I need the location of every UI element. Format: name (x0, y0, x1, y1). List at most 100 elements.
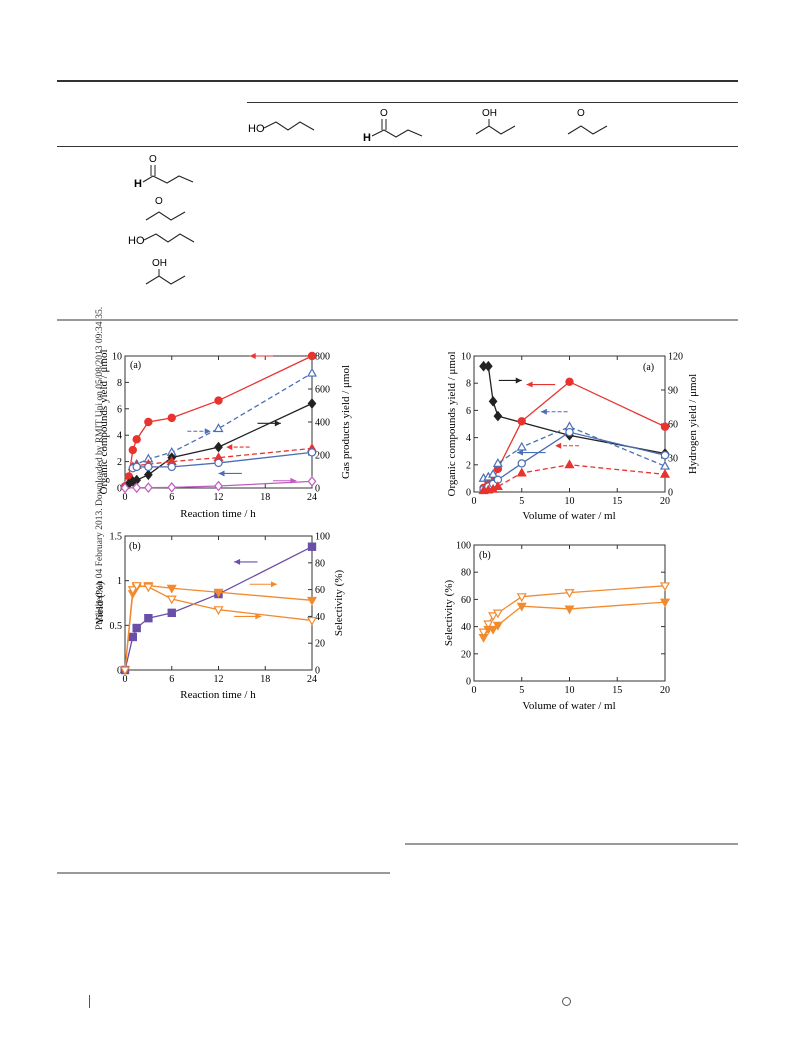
y-tick-label: 4 (466, 433, 471, 444)
y-tick-label: 10 (112, 352, 122, 363)
y-axis-label-right: Hydrogen yield / μmol (687, 374, 699, 474)
y-tick-label: 6 (466, 406, 471, 417)
footer-divider (89, 995, 90, 1008)
data-point-2 (127, 586, 138, 596)
data-point-0 (659, 582, 671, 592)
axis-arrow-head-0 (234, 558, 241, 565)
y-tick-label: 20 (461, 649, 471, 660)
footer-circle-icon (562, 997, 571, 1006)
data-point-2 (213, 606, 224, 616)
x-tick-label: 18 (260, 674, 270, 685)
y-axis-label-left: Organic compounds yield / μmol (98, 349, 110, 494)
series-line-1 (482, 601, 666, 638)
x-tick-label: 20 (660, 685, 670, 696)
data-point-0 (132, 623, 141, 633)
y-tick-label: 8 (117, 378, 122, 389)
data-point-0 (307, 351, 317, 361)
y-tick-label: 40 (461, 622, 471, 633)
left-column-end-rule (57, 872, 390, 874)
data-point-5 (132, 482, 142, 494)
y2-tick-label: 0 (668, 488, 673, 499)
y-tick-label: 4 (117, 431, 122, 442)
y2-tick-label: 20 (315, 639, 325, 650)
svg-text:OH: OH (482, 108, 497, 119)
axis-arrow-head-3 (516, 449, 523, 456)
y-axis-label-left: Yield (%) (94, 581, 106, 624)
data-point-4 (564, 459, 575, 469)
table-header-subrule (247, 102, 738, 103)
y2-tick-label: 600 (315, 385, 330, 396)
data-point-0 (128, 632, 137, 642)
y-axis-label-left: Selectivity (%) (443, 580, 455, 647)
data-point-1 (517, 417, 526, 426)
data-point-0 (307, 542, 317, 551)
data-point-0 (167, 608, 176, 618)
panel-label: (a) (643, 362, 654, 373)
data-point-2 (131, 582, 142, 591)
x-tick-label: 6 (169, 492, 174, 503)
x-axis-label: Reaction time / h (180, 689, 256, 701)
y-tick-label: 6 (117, 404, 122, 415)
svg-text:O: O (380, 108, 388, 119)
y-tick-label: 2 (117, 457, 122, 468)
y2-tick-label: 30 (668, 454, 678, 465)
header-structure-1-butanol: HO (248, 121, 315, 135)
data-point-0 (483, 360, 493, 372)
y2-tick-label: 100 (315, 532, 330, 543)
data-point-2 (307, 398, 317, 409)
panel-label: (b) (129, 541, 141, 552)
axis-arrow-head-5 (290, 477, 297, 484)
data-point-0 (492, 609, 503, 619)
data-point-5 (143, 482, 153, 493)
data-point-2 (492, 458, 503, 467)
y-tick-label: 0 (466, 488, 471, 499)
svg-text:OH: OH (152, 258, 167, 269)
data-point-1 (478, 633, 489, 643)
svg-text:O: O (577, 108, 585, 119)
y-tick-label: 1 (117, 576, 122, 587)
data-point-4 (144, 462, 153, 472)
y-tick-label: 100 (456, 541, 471, 552)
axis-arrow-head-4 (555, 442, 562, 449)
data-point-0 (144, 613, 153, 623)
x-axis-label: Volume of water / ml (522, 700, 615, 712)
data-point-3 (565, 427, 574, 437)
y-tick-label: 10 (461, 352, 471, 363)
data-point-2 (306, 616, 318, 626)
x-tick-label: 0 (472, 496, 477, 507)
svg-text:HO: HO (128, 235, 145, 247)
x-tick-label: 20 (660, 496, 670, 507)
y-tick-label: 0 (117, 484, 122, 495)
table-header-bottom-rule (57, 146, 738, 147)
data-point-3 (660, 451, 670, 460)
data-point-5 (120, 482, 130, 494)
row-structure-2-butanone: O (145, 196, 186, 221)
axis-arrow-head-4 (218, 470, 225, 477)
data-point-4 (307, 448, 317, 457)
x-tick-label: 12 (214, 674, 224, 685)
data-point-0 (128, 445, 137, 455)
data-point-2 (214, 441, 223, 453)
series-line-0 (124, 355, 313, 487)
y2-tick-label: 90 (668, 386, 678, 397)
header-structure-2-butanol: OH (475, 108, 516, 135)
data-point-1 (659, 598, 671, 608)
data-point-4 (659, 468, 671, 478)
data-point-2 (119, 666, 131, 676)
data-point-1 (492, 621, 503, 631)
y2-tick-label: 200 (315, 451, 330, 462)
svg-text:H: H (363, 132, 371, 144)
data-point-5 (307, 476, 317, 487)
y-axis-label-right: Selectivity (%) (333, 570, 345, 637)
axis-arrow-head-2 (255, 613, 262, 620)
y2-tick-label: 60 (315, 585, 325, 596)
y2-tick-label: 400 (315, 418, 330, 429)
data-point-0 (488, 395, 498, 407)
table-bottom-rule (57, 319, 738, 321)
data-point-5 (167, 481, 177, 493)
data-point-4 (167, 462, 176, 472)
data-point-1 (488, 625, 499, 635)
y-tick-label: 80 (461, 568, 471, 579)
